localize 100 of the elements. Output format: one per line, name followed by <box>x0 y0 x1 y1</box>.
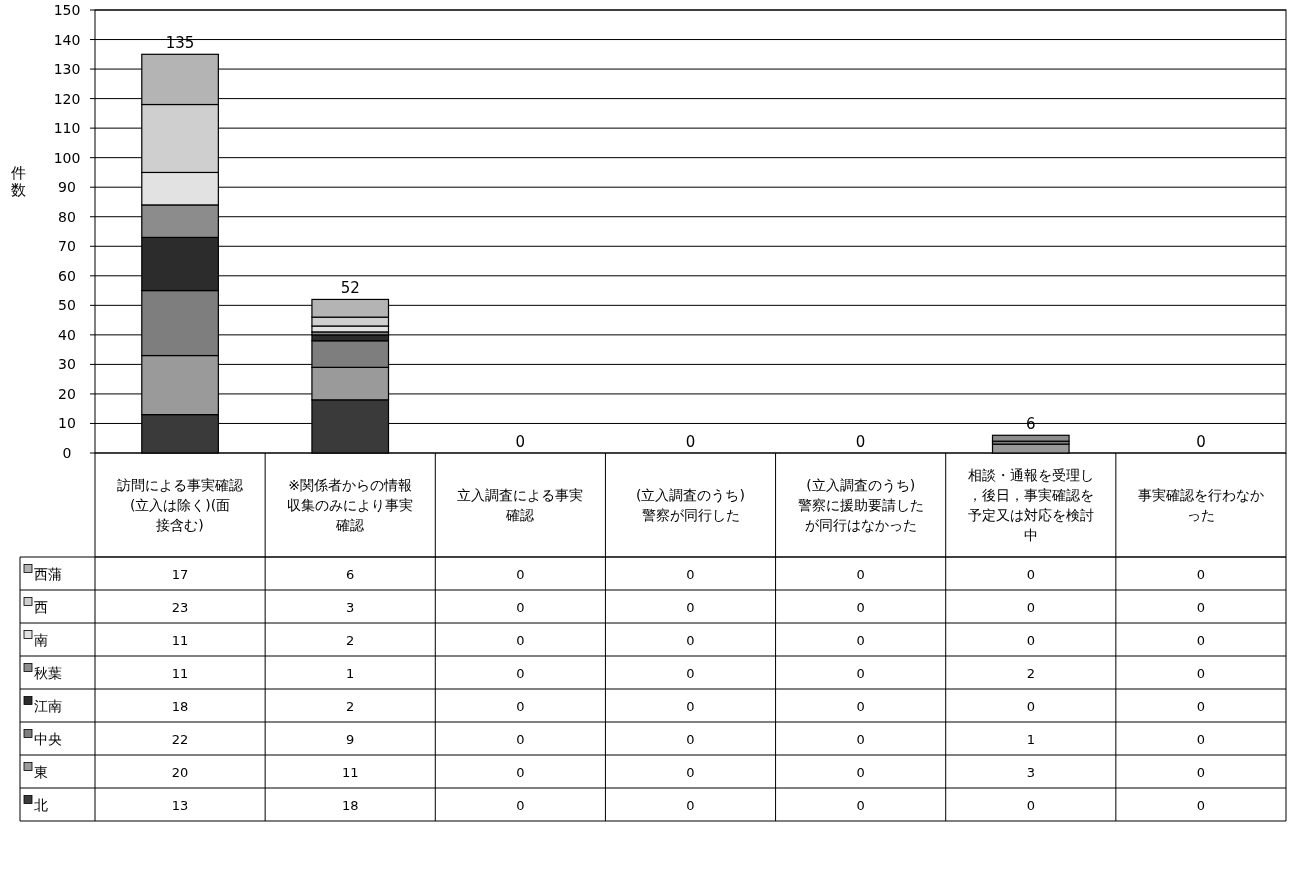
data-label: 0 <box>686 566 695 582</box>
total-label: 0 <box>855 433 866 451</box>
y-tick-label: 90 <box>58 179 76 196</box>
x-tick-label: 相談・通報を受理し，後日，事実確認を予定又は対応を検討中 <box>967 467 1094 543</box>
bar <box>991 443 1070 454</box>
legend-label: 西蒲 <box>34 565 62 582</box>
x-tick-label: (立入調査のうち)警察が同行した <box>636 487 745 523</box>
data-label: 20 <box>171 764 189 780</box>
y-tick-label: 70 <box>58 238 76 255</box>
data-label: 0 <box>686 797 695 813</box>
bar <box>311 316 390 327</box>
data-label: 3 <box>346 599 355 615</box>
y-tick-label: 50 <box>58 297 76 314</box>
data-label: 0 <box>516 797 525 813</box>
data-label: 0 <box>856 764 865 780</box>
data-label: 0 <box>856 698 865 714</box>
bar <box>311 366 390 401</box>
data-label: 18 <box>341 797 359 813</box>
data-label: 23 <box>171 599 189 615</box>
data-label: 0 <box>856 665 865 681</box>
data-label: 11 <box>171 632 189 648</box>
data-label: 0 <box>516 632 525 648</box>
y-axis-title: 件数 <box>10 164 26 200</box>
data-label: 2 <box>346 632 355 648</box>
data-label: 18 <box>171 698 189 714</box>
data-label: 0 <box>1196 764 1206 780</box>
bar <box>141 103 219 174</box>
data-label: 0 <box>516 566 525 582</box>
x-tick-label: ※関係者からの情報収集のみにより事実確認 <box>287 477 414 533</box>
data-label: 11 <box>341 764 359 780</box>
data-label: 13 <box>171 797 189 813</box>
data-label: 0 <box>1026 698 1035 714</box>
bar <box>141 354 219 416</box>
data-label: 0 <box>1196 566 1206 582</box>
y-tick-label: 130 <box>53 61 81 78</box>
data-label: 0 <box>1196 731 1206 747</box>
data-label: 9 <box>346 731 355 747</box>
bar <box>141 204 219 239</box>
data-label: 0 <box>1196 698 1206 714</box>
y-tick-label: 0 <box>62 445 72 461</box>
total-label: 0 <box>685 433 696 451</box>
legend-label: 南 <box>34 631 48 648</box>
bar <box>311 399 390 454</box>
bar <box>141 171 219 206</box>
data-label: 0 <box>1196 632 1206 648</box>
data-label: 1 <box>1026 731 1035 747</box>
legend-label: 西 <box>34 598 48 615</box>
data-label: 0 <box>856 731 865 747</box>
data-label: 0 <box>856 632 865 648</box>
data-label: 0 <box>1026 797 1035 813</box>
data-label: 2 <box>1026 665 1035 681</box>
data-label: 22 <box>171 731 189 747</box>
y-tick-label: 80 <box>58 208 76 225</box>
bar <box>141 236 219 292</box>
data-label: 0 <box>686 599 695 615</box>
data-label: 0 <box>516 731 525 747</box>
bar <box>311 340 390 368</box>
x-tick-label: 訪問による事実確認(立入は除く)(面接含む) <box>117 477 244 533</box>
data-label: 0 <box>1196 599 1206 615</box>
y-tick-label: 140 <box>53 31 81 48</box>
y-tick-label: 20 <box>58 385 76 402</box>
data-label: 2 <box>346 698 355 714</box>
total-label: 0 <box>1196 433 1206 451</box>
total-label: 52 <box>340 279 360 298</box>
y-tick-label: 120 <box>53 90 81 107</box>
data-label: 0 <box>516 764 525 780</box>
data-label: 0 <box>1196 797 1206 813</box>
y-tick-label: 110 <box>53 120 81 137</box>
data-label: 0 <box>516 665 525 681</box>
data-label: 0 <box>856 797 865 813</box>
data-label: 0 <box>1026 599 1035 615</box>
data-label: 0 <box>1026 566 1035 582</box>
data-label: 0 <box>856 566 865 582</box>
y-tick-label: 150 <box>53 2 81 18</box>
bar <box>991 434 1070 442</box>
data-label: 0 <box>516 698 525 714</box>
data-label: 6 <box>346 566 355 582</box>
y-tick-label: 30 <box>58 356 76 373</box>
x-tick-label: (立入調査のうち)警察に援助要請したが同行はなかった <box>797 477 924 533</box>
data-label: 17 <box>171 566 189 582</box>
total-label: 135 <box>165 34 195 53</box>
y-tick-label: 100 <box>53 149 81 166</box>
data-label: 0 <box>856 599 865 615</box>
legend-label: 北 <box>34 796 48 813</box>
data-label: 0 <box>686 764 695 780</box>
data-label: 0 <box>516 599 525 615</box>
bar <box>141 414 219 454</box>
legend-label: 秋葉 <box>34 664 62 681</box>
legend-label: 江南 <box>34 697 62 714</box>
y-tick-label: 60 <box>58 267 76 284</box>
data-label: 0 <box>686 632 695 648</box>
data-label: 0 <box>686 698 695 714</box>
data-label: 0 <box>686 731 695 747</box>
bar <box>141 289 219 357</box>
data-label: 3 <box>1026 764 1035 780</box>
data-label: 0 <box>686 665 695 681</box>
total-label: 0 <box>515 433 526 451</box>
data-label: 1 <box>346 665 355 681</box>
y-tick-label: 10 <box>58 415 76 432</box>
y-tick-label: 40 <box>58 326 76 343</box>
